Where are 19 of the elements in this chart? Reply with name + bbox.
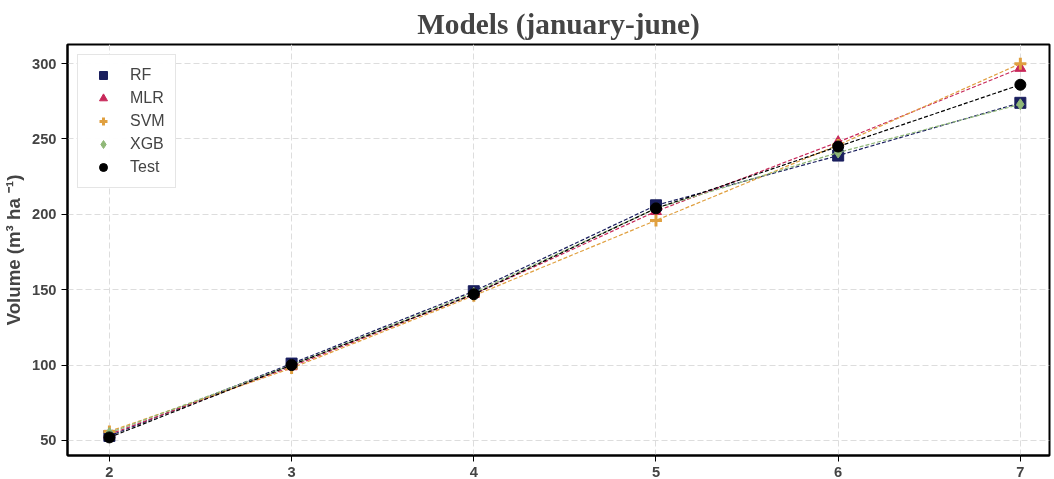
x-tick-label: 7 [1016,463,1025,479]
x-tick-label: 5 [651,463,661,479]
legend-label: MLR [130,89,164,107]
y-tick-label: 300 [32,55,57,72]
legend-label: SVM [130,112,165,130]
y-tick-label: 200 [32,206,57,223]
x-tick-label: 3 [287,463,296,479]
x-tick-label: 6 [834,463,843,479]
legend-label: XGB [130,135,164,153]
y-tick-label: 150 [32,281,57,298]
y-tick-label: 50 [40,432,57,449]
chart-title: Models (january-june) [417,7,700,41]
legend-label: RF [130,66,152,84]
x-tick-label: 4 [469,463,479,479]
y-tick-label: 100 [32,357,57,374]
x-tick-label: 2 [105,463,114,479]
y-tick-label: 250 [32,131,57,147]
y-axis-title: Volume (m³ ha ⁻¹) [3,174,25,326]
legend-label: Test [130,158,160,176]
